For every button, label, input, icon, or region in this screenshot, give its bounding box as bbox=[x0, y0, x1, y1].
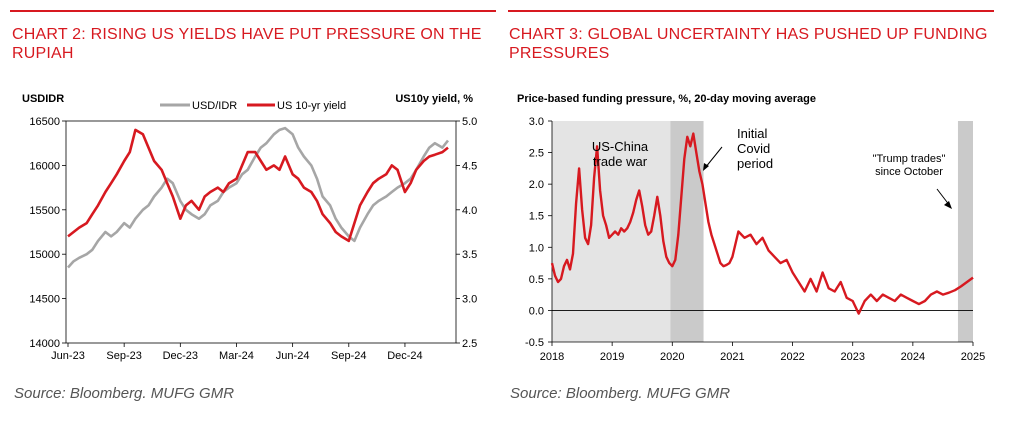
right-shaded-periods bbox=[552, 121, 973, 342]
right-y-tick-label: 0.0 bbox=[529, 305, 544, 317]
left-source-note: Source: Bloomberg. MUFG GMR bbox=[14, 385, 235, 402]
right-x-tick-label: 2020 bbox=[660, 351, 684, 363]
left-legend: USD/IDR US 10-yr yield bbox=[160, 100, 346, 112]
left-x-tick-label: Dec-24 bbox=[387, 350, 422, 362]
right-y-tick-label: 3.0 bbox=[462, 294, 477, 306]
left-x-tick-label: Jun-23 bbox=[51, 350, 85, 362]
right-y-tick-label: 2.5 bbox=[529, 148, 544, 160]
left-x-ticks: Jun-23 Sep-23 Dec-23 Mar-24 Jun-24 Sep-24 Dec-… bbox=[51, 343, 423, 362]
left-y-tick-label: 15500 bbox=[29, 205, 60, 217]
right-x-tick-label: 2024 bbox=[901, 351, 925, 363]
right-y-tick-label: 0.5 bbox=[529, 274, 544, 286]
right-title-rule bbox=[508, 10, 994, 12]
right-x-tick-label: 2018 bbox=[540, 351, 564, 363]
usdidr-series-line bbox=[67, 126, 450, 269]
legend-us10y-label: US 10-yr yield bbox=[277, 100, 346, 112]
right-y-tick-label: 3.5 bbox=[462, 249, 477, 261]
right-y-tick-label: 3.0 bbox=[529, 116, 544, 128]
funding-pressure-series-line bbox=[550, 132, 974, 315]
shaded-period bbox=[670, 121, 704, 342]
left-x-tick-label: Sep-24 bbox=[331, 350, 366, 362]
annotation-trump-line1: "Trump trades" bbox=[873, 153, 946, 165]
left-axis-title: USDIDR bbox=[22, 93, 64, 105]
right-y-tick-label: -0.5 bbox=[525, 337, 544, 349]
left-x-tick-label: Dec-23 bbox=[163, 350, 198, 362]
left-y-tick-label: 16500 bbox=[29, 116, 60, 128]
left-y-right-ticks: 2.5 3.0 3.5 4.0 4.5 5.0 bbox=[456, 116, 477, 350]
right-source-note: Source: Bloomberg. MUFG GMR bbox=[510, 385, 731, 402]
left-y-left-ticks: 14000 14500 15000 15500 16000 16500 bbox=[29, 116, 66, 350]
left-y-tick-label: 15000 bbox=[29, 249, 60, 261]
annotation-covid-line1: Initial bbox=[737, 126, 767, 141]
right-y-tick-label: 4.0 bbox=[462, 205, 477, 217]
annotation-trade-war: US-China trade war bbox=[592, 139, 649, 169]
annotation-covid-line3: period bbox=[737, 156, 773, 171]
right-y-tick-label: 2.5 bbox=[462, 338, 477, 350]
right-x-tick-label: 2019 bbox=[600, 351, 624, 363]
right-y-ticks: -0.5 0.0 0.5 1.0 1.5 2.0 2.5 3.0 bbox=[525, 116, 552, 349]
annotation-trump-arrowhead bbox=[944, 201, 952, 209]
left-x-tick-label: Mar-24 bbox=[219, 350, 254, 362]
legend-usdidr-label: USD/IDR bbox=[192, 100, 237, 112]
annotation-trump-line2: since October bbox=[875, 166, 943, 178]
right-y-tick-label: 4.5 bbox=[462, 160, 477, 172]
left-y-tick-label: 14500 bbox=[29, 294, 60, 306]
annotation-trade-war-line1: US-China bbox=[592, 139, 649, 154]
right-chart: Price-based funding pressure, %, 20-day … bbox=[517, 93, 985, 363]
left-y-tick-label: 16000 bbox=[29, 160, 60, 172]
right-y-tick-label: 2.0 bbox=[529, 179, 544, 191]
right-x-tick-label: 2022 bbox=[780, 351, 804, 363]
us10y-series-line bbox=[67, 128, 449, 243]
left-series bbox=[67, 126, 450, 269]
right-x-ticks: 2018 2019 2020 2021 2022 2023 2024 2025 bbox=[540, 342, 985, 363]
annotation-covid-arrow bbox=[704, 146, 723, 169]
left-y-tick-label: 14000 bbox=[29, 338, 60, 350]
annotation-covid-arrowhead bbox=[703, 163, 709, 171]
right-chart-title: CHART 3: GLOBAL UNCERTAINTY HAS PUSHED U… bbox=[509, 26, 988, 62]
left-x-tick-label: Jun-24 bbox=[276, 350, 310, 362]
left-plot-frame bbox=[65, 120, 457, 344]
annotation-trade-war-line2: trade war bbox=[593, 154, 648, 169]
right-y-tick-label: 5.0 bbox=[462, 116, 477, 128]
right-series bbox=[550, 132, 974, 315]
right-x-tick-label: 2021 bbox=[720, 351, 744, 363]
left-title-rule bbox=[10, 10, 496, 12]
right-y-label: Price-based funding pressure, %, 20-day … bbox=[517, 93, 816, 105]
right-y-tick-label: 1.0 bbox=[529, 242, 544, 254]
right-axis-title: US10y yield, % bbox=[395, 93, 473, 105]
annotation-covid-line2: Covid bbox=[737, 141, 770, 156]
shaded-period bbox=[957, 121, 973, 342]
right-x-tick-label: 2025 bbox=[961, 351, 985, 363]
left-chart: USDIDR US10y yield, % USD/IDR US 10-yr y… bbox=[22, 93, 477, 362]
annotation-covid: Initial Covid period bbox=[703, 126, 773, 171]
annotation-trump: "Trump trades" since October bbox=[873, 153, 952, 209]
right-x-tick-label: 2023 bbox=[840, 351, 864, 363]
right-y-tick-label: 1.5 bbox=[529, 211, 544, 223]
left-chart-title: CHART 2: RISING US YIELDS HAVE PUT PRESS… bbox=[12, 26, 482, 62]
left-x-tick-label: Sep-23 bbox=[106, 350, 141, 362]
